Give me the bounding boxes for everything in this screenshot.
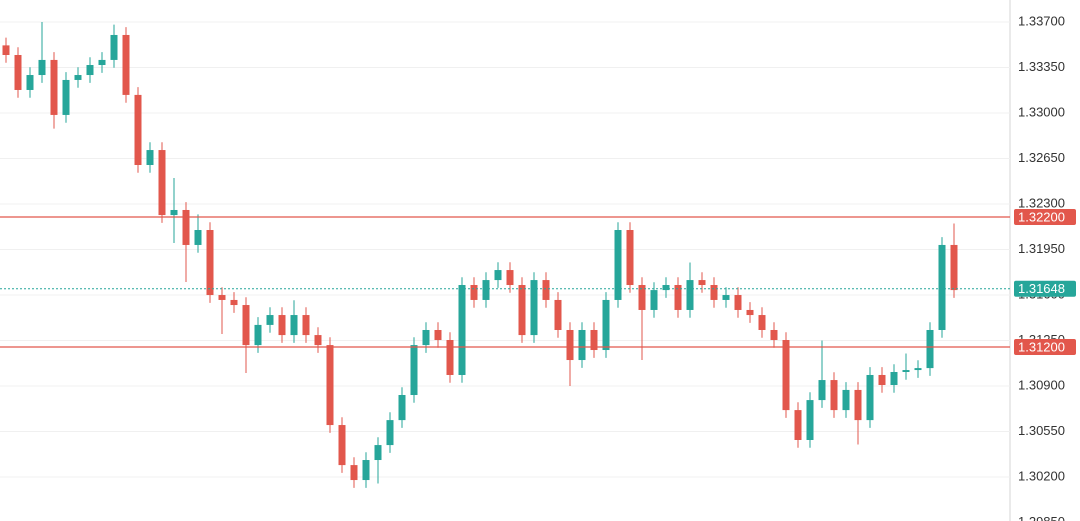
candle-body: [842, 389, 850, 411]
candle-body: [170, 209, 178, 216]
candle-body: [14, 54, 22, 90]
candle-body: [902, 370, 910, 372]
candle-body: [530, 280, 538, 336]
candle-body: [854, 389, 862, 421]
candle-body: [626, 230, 634, 286]
y-tick-label: 1.31950: [1018, 241, 1065, 256]
candle-body: [134, 94, 142, 165]
y-tick-label: 1.33700: [1018, 13, 1065, 28]
candle-body: [338, 425, 346, 466]
candle-body: [686, 280, 694, 310]
candle-body: [146, 150, 154, 165]
candle-body: [890, 371, 898, 385]
candle-body: [878, 374, 886, 385]
candle-body: [914, 368, 922, 371]
price-level-label: 1.32200: [1018, 209, 1065, 224]
candle-body: [938, 244, 946, 330]
candle-body: [866, 374, 874, 421]
candle-body: [26, 75, 34, 90]
candle-body: [314, 335, 322, 346]
candle-body: [674, 285, 682, 310]
candle-body: [722, 295, 730, 300]
candle-body: [110, 34, 118, 60]
candle-body: [326, 345, 334, 426]
candle-body: [710, 285, 718, 300]
candle-body: [830, 380, 838, 411]
candle-body: [290, 315, 298, 336]
candle-body: [794, 410, 802, 440]
y-tick-label: 1.30550: [1018, 423, 1065, 438]
candle-body: [362, 460, 370, 481]
candle-body: [770, 329, 778, 341]
candle-body: [746, 309, 754, 316]
candle-body: [386, 420, 394, 446]
price-level-label: 1.31648: [1018, 281, 1065, 296]
candle-body: [950, 244, 958, 291]
candle-body: [926, 329, 934, 369]
candle-body: [806, 400, 814, 440]
candle-body: [518, 285, 526, 336]
candle-body: [206, 230, 214, 296]
candle-body: [302, 315, 310, 336]
candle-body: [458, 285, 466, 375]
candle-body: [782, 340, 790, 411]
candle-body: [734, 295, 742, 310]
candle-body: [578, 329, 586, 361]
candle-body: [422, 329, 430, 346]
y-tick-label: 1.32650: [1018, 150, 1065, 165]
candle-body: [254, 324, 262, 346]
y-tick-label: 1.32300: [1018, 195, 1065, 210]
candle-body: [482, 280, 490, 300]
candle-body: [2, 45, 10, 55]
candle-body: [242, 305, 250, 346]
candle-body: [50, 59, 58, 115]
candle-body: [266, 315, 274, 325]
candle-body: [230, 299, 238, 306]
candle-body: [410, 345, 418, 396]
candle-body: [758, 315, 766, 330]
candle-body: [218, 295, 226, 300]
price-level-badge: [1014, 339, 1076, 356]
candle-body: [398, 395, 406, 421]
candle-body: [542, 280, 550, 300]
candle-body: [38, 59, 46, 76]
y-tick-label: 1.33350: [1018, 59, 1065, 74]
candle-body: [506, 270, 514, 286]
y-tick-label: 1.30200: [1018, 468, 1065, 483]
y-tick-label: 1.29850: [1018, 514, 1065, 521]
price-level-label: 1.31200: [1018, 339, 1065, 354]
candle-body: [74, 75, 82, 80]
candle-body: [494, 270, 502, 281]
candle-body: [278, 315, 286, 336]
candle-body: [590, 329, 598, 351]
candle-body: [194, 230, 202, 245]
candle-body: [434, 329, 442, 341]
candle-body: [182, 209, 190, 245]
candle-body: [158, 150, 166, 216]
candle-body: [374, 445, 382, 461]
candle-body: [470, 285, 478, 300]
candle-body: [566, 329, 574, 361]
candle-body: [650, 290, 658, 310]
candle-body: [698, 280, 706, 286]
y-tick-label: 1.30900: [1018, 377, 1065, 392]
candle-body: [98, 59, 106, 66]
candle-body: [62, 79, 70, 115]
candle-body: [86, 65, 94, 76]
price-level-badge: [1014, 280, 1076, 297]
candle-body: [638, 285, 646, 310]
candle-body: [614, 230, 622, 300]
y-tick-label: 1.33000: [1018, 104, 1065, 119]
candle-body: [602, 299, 610, 351]
candle-body: [554, 299, 562, 330]
price-level-badge: [1014, 209, 1076, 226]
candle-body: [350, 465, 358, 481]
candle-body: [662, 285, 670, 291]
candle-body: [122, 34, 130, 95]
candle-body: [818, 380, 826, 401]
candle-body: [446, 340, 454, 375]
